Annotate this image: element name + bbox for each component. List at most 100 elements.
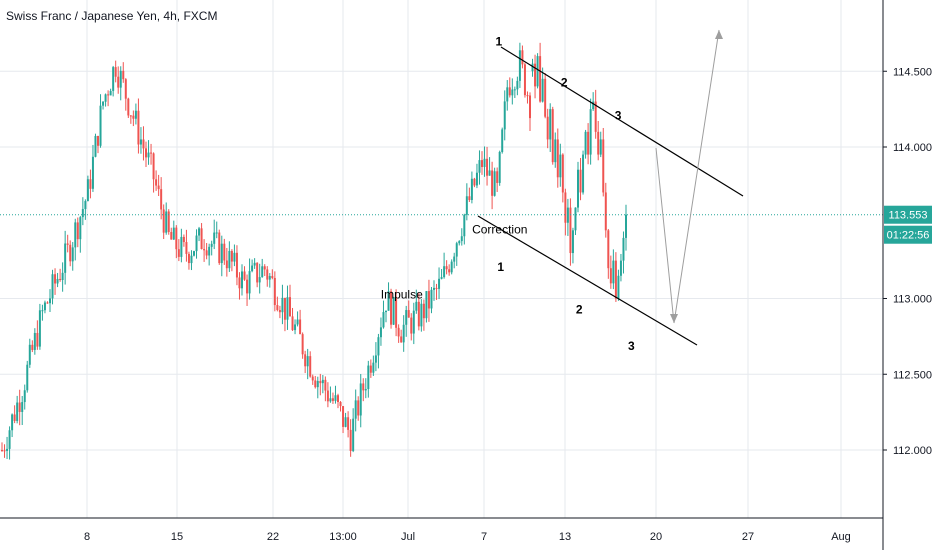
candle-body <box>23 390 26 403</box>
candle-body <box>238 277 241 289</box>
projection-path <box>655 29 720 324</box>
candle-body <box>422 303 425 319</box>
grid <box>0 0 883 518</box>
candle-body <box>571 230 574 254</box>
candle-body <box>412 310 415 334</box>
candle-body <box>71 247 74 262</box>
candle-body <box>190 255 193 264</box>
candle-body <box>31 344 34 350</box>
candle-body <box>122 70 125 80</box>
candle-body <box>481 160 483 167</box>
candle-body <box>354 400 357 419</box>
annotation-wave-label: 2 <box>561 75 568 89</box>
candle-body <box>415 301 418 311</box>
candle-body <box>400 336 403 343</box>
candle-body <box>478 160 481 173</box>
candle-body <box>256 262 259 283</box>
candle-body <box>367 365 370 390</box>
candle-body <box>549 109 552 140</box>
drawings: 1 2 3 Correction 1 2 3 Impulse <box>0 29 883 353</box>
candle-body <box>395 297 398 328</box>
candle-body <box>43 302 46 311</box>
candle-body <box>251 265 254 272</box>
candle-body <box>417 301 420 327</box>
candle-body <box>225 260 228 269</box>
candle-body <box>286 297 289 320</box>
candle-body <box>220 243 223 264</box>
candle-body <box>488 170 491 176</box>
candle-body <box>3 450 6 452</box>
countdown-badge <box>884 225 932 244</box>
candle-body <box>587 131 590 155</box>
candle-body <box>258 277 261 283</box>
candle-body <box>241 271 243 289</box>
candle-body <box>460 236 463 242</box>
candle-body <box>619 260 622 276</box>
candle-body <box>382 312 385 328</box>
candle-body <box>364 389 367 391</box>
candle-body <box>223 243 226 261</box>
candle-body <box>210 243 213 247</box>
candle-body <box>185 242 188 254</box>
candles <box>1 42 627 460</box>
candle-body <box>147 152 150 158</box>
candle-body <box>114 67 117 77</box>
candle-body <box>604 192 607 231</box>
candle-body <box>379 327 382 338</box>
candle-body <box>541 78 544 102</box>
candle-body <box>337 395 339 402</box>
candle-body <box>544 78 547 117</box>
candle-body <box>453 256 456 262</box>
candle-body <box>390 291 393 325</box>
candle-body <box>536 56 539 87</box>
candle-body <box>137 110 140 145</box>
candle-body <box>599 139 602 155</box>
candle-body <box>539 56 542 102</box>
candle-body <box>119 70 122 88</box>
candle-body <box>200 228 203 250</box>
candle-body <box>198 228 201 236</box>
candle-body <box>405 310 408 325</box>
candle-body <box>243 271 246 280</box>
candle-body <box>142 139 145 149</box>
x-tick-label: 22 <box>267 531 279 543</box>
candle-body <box>160 189 163 210</box>
candle-body <box>56 278 59 284</box>
candle-body <box>551 109 554 163</box>
candle-body <box>94 135 97 157</box>
candle-body <box>556 139 559 178</box>
candle-body <box>430 289 433 309</box>
candle-body <box>187 253 190 264</box>
candle-body <box>33 332 36 350</box>
candle-body <box>205 250 208 256</box>
x-tick-label: Aug <box>831 531 851 543</box>
y-tick-label: 112.000 <box>893 445 932 457</box>
candle-body <box>314 380 317 388</box>
y-tick-label: 114.000 <box>893 142 932 154</box>
projection-arrow-down <box>670 314 678 323</box>
candle-body <box>235 252 238 278</box>
candle-body <box>170 232 173 240</box>
x-tick-label: Jul <box>401 531 415 543</box>
countdown-label: 01:22:56 <box>887 230 930 242</box>
candle-body <box>577 169 579 208</box>
candle-body <box>410 317 413 334</box>
annotation-wave-label: 3 <box>615 109 622 123</box>
candle-body <box>319 380 322 384</box>
candle-body <box>167 211 170 233</box>
candle-body <box>458 241 461 244</box>
candle-body <box>139 139 142 145</box>
candle-body <box>28 344 31 365</box>
candle-body <box>233 252 236 262</box>
candle-body <box>266 269 269 280</box>
candle-body <box>180 236 183 257</box>
candle-body <box>498 151 501 183</box>
candle-body <box>86 179 89 202</box>
x-tick-label: 8 <box>84 531 90 543</box>
candle-body <box>331 398 334 401</box>
candle-body <box>193 251 195 256</box>
candle-body <box>357 400 360 416</box>
candle-body <box>261 266 264 278</box>
candle-body <box>215 232 218 234</box>
